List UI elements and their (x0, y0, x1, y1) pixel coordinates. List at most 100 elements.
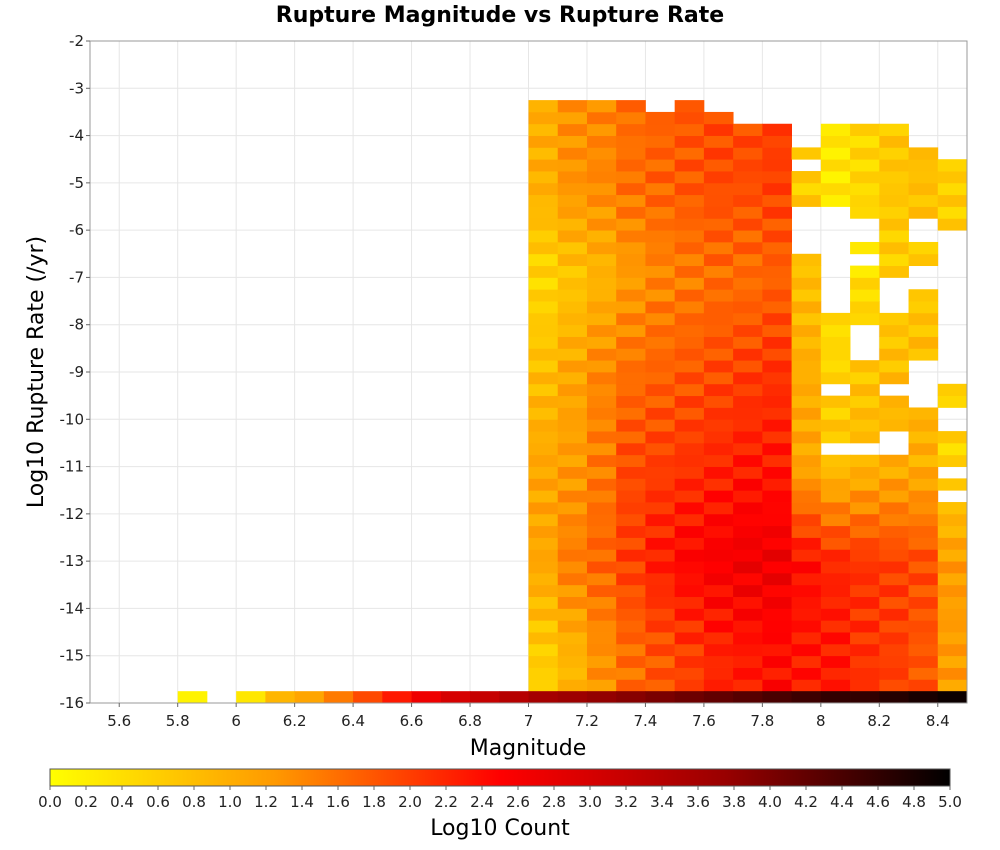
heatmap-cell (820, 182, 851, 196)
heatmap-cell (791, 643, 822, 657)
heatmap-cell (674, 466, 705, 479)
heatmap-cell (674, 100, 705, 113)
heatmap-cell (616, 502, 646, 515)
heatmap-cell (557, 643, 588, 657)
heatmap-cell (645, 123, 676, 136)
heatmap-cell (937, 584, 968, 598)
heatmap-cell (937, 549, 968, 562)
heatmap-cell (937, 620, 968, 633)
heatmap-cell (528, 147, 559, 160)
heatmap-cell (937, 431, 968, 444)
heatmap-cell (528, 442, 559, 456)
heatmap-cell (528, 324, 559, 337)
heatmap-cell (937, 383, 968, 397)
heatmap-cell (616, 336, 646, 349)
heatmap-cell (674, 253, 705, 267)
heatmap-cell (908, 584, 939, 598)
heatmap-cell (557, 691, 588, 704)
heatmap-cell (791, 561, 822, 574)
heatmap-cell (528, 253, 559, 267)
heatmap-cell (820, 608, 851, 621)
heatmap-cell (645, 265, 676, 278)
heatmap-cell (557, 348, 588, 361)
heatmap-cell (557, 561, 588, 574)
heatmap-cell (908, 171, 939, 184)
heatmap-cell (645, 206, 676, 219)
heatmap-cell (703, 572, 734, 586)
heatmap-cell (791, 253, 822, 267)
heatmap-cell (557, 336, 588, 349)
heatmap-cell (528, 265, 559, 278)
heatmap-cell (937, 525, 968, 538)
heatmap-cell (557, 454, 588, 467)
heatmap-cell (820, 419, 851, 432)
heatmap-cell (177, 691, 208, 704)
heatmap-cell (528, 667, 559, 680)
heatmap-cell (908, 466, 939, 479)
heatmap-cell (703, 655, 734, 668)
colorbar-tick-label: 1.0 (218, 793, 242, 811)
colorbar (49, 768, 951, 787)
heatmap-cell (850, 691, 880, 704)
heatmap-cell (879, 643, 909, 657)
heatmap-cell (850, 372, 880, 385)
heatmap-cell (908, 561, 939, 574)
heatmap-cell (674, 561, 705, 574)
heatmap-cell (528, 312, 559, 326)
heatmap-cell (703, 135, 734, 148)
heatmap-cell (703, 643, 734, 657)
heatmap-cell (528, 218, 559, 231)
heatmap-cell (528, 572, 559, 586)
heatmap-cell (762, 584, 792, 598)
heatmap-cell (528, 679, 559, 692)
y-tick-label: -12 (60, 505, 85, 523)
heatmap-cell (850, 620, 880, 633)
heatmap-cell (762, 561, 792, 574)
heatmap-cell (820, 513, 851, 527)
heatmap-cell (733, 206, 763, 219)
heatmap-cell (645, 407, 676, 420)
heatmap-cell (879, 241, 909, 255)
heatmap-cell (557, 667, 588, 680)
heatmap-cell (703, 265, 734, 278)
heatmap-cell (616, 620, 646, 633)
heatmap-cell (645, 537, 676, 550)
heatmap-cell (703, 454, 734, 467)
heatmap-cell (908, 513, 939, 527)
heatmap-cell (586, 513, 617, 527)
heatmap-cell (791, 360, 822, 373)
heatmap-cell (616, 159, 646, 172)
heatmap-cells (177, 100, 968, 704)
heatmap-cell (557, 159, 588, 172)
heatmap-cell (557, 383, 588, 397)
heatmap-cell (616, 395, 646, 408)
heatmap-cell (762, 655, 792, 668)
heatmap-cell (791, 513, 822, 527)
heatmap-cell (762, 383, 792, 397)
heatmap-cell (908, 643, 939, 657)
heatmap-cell (762, 608, 792, 621)
heatmap-cell (791, 336, 822, 349)
heatmap-cell (557, 525, 588, 538)
heatmap-cell (616, 301, 646, 314)
heatmap-cell (762, 135, 792, 148)
heatmap-cell (586, 147, 617, 160)
heatmap-cell (645, 608, 676, 621)
heatmap-cell (937, 159, 968, 172)
heatmap-cell (703, 171, 734, 184)
heatmap-cell (528, 454, 559, 467)
heatmap-cell (703, 241, 734, 255)
heatmap-cell (820, 502, 851, 515)
heatmap-cell (528, 525, 559, 538)
heatmap-cell (850, 632, 880, 645)
heatmap-cell (645, 655, 676, 668)
heatmap-cell (908, 407, 939, 420)
heatmap-cell (557, 147, 588, 160)
heatmap-cell (586, 265, 617, 278)
heatmap-cell (820, 561, 851, 574)
heatmap-cell (616, 348, 646, 361)
y-tick-label: -7 (69, 268, 84, 286)
heatmap-cell (645, 372, 676, 385)
heatmap-cell (557, 549, 588, 562)
heatmap-cell (528, 360, 559, 373)
